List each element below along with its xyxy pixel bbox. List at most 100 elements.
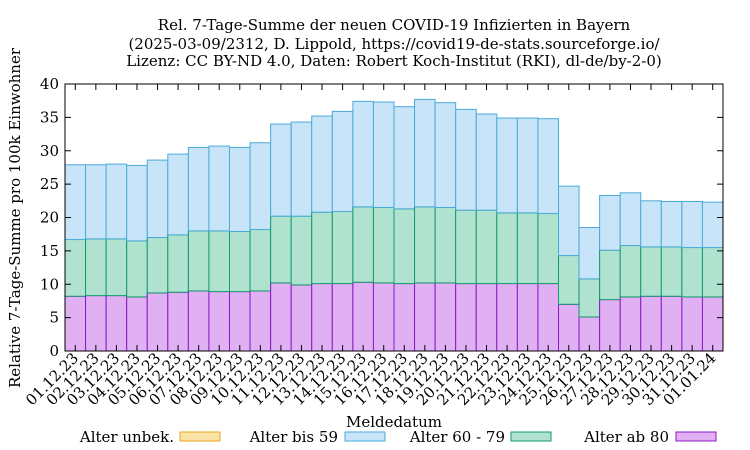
title-line-1: Rel. 7-Tage-Summe der neuen COVID-19 Inf…: [158, 16, 631, 34]
bar-alter-bis-59-28.12.23: [619, 192, 642, 247]
bar-alter-60-79-18.12.23: [414, 206, 436, 284]
y-tick-label: 15: [40, 242, 59, 260]
legend-label-alter-bis-59: Alter bis 59: [249, 428, 338, 446]
bar-alter-60-79-27.12.23: [599, 249, 621, 301]
legend-label-alter-60-79: Alter 60 - 79: [409, 428, 505, 446]
bar-alter-60-79-19.12.23: [434, 206, 457, 284]
y-tick-label: 40: [40, 75, 59, 93]
y-tick-label: 30: [40, 142, 59, 160]
bar-alter-ab-80-16.12.23: [372, 282, 395, 352]
bar-alter-60-79-02.12.23: [85, 238, 107, 297]
bar-alter-ab-80-24.12.23: [537, 283, 560, 352]
bar-alter-60-79-22.12.23: [496, 212, 518, 285]
bar-alter-60-79-16.12.23: [372, 206, 395, 284]
bar-alter-ab-80-01.01.24: [701, 296, 724, 352]
bar-alter-ab-80-20.12.23: [455, 283, 477, 352]
legend-label-alter-ab-80: Alter ab 80: [583, 428, 669, 446]
bar-alter-ab-80-17.12.23: [393, 283, 416, 352]
bar-alter-60-79-07.12.23: [187, 230, 210, 292]
bar-alter-bis-59-05.12.23: [146, 159, 169, 239]
bar-alter-ab-80-23.12.23: [516, 283, 539, 352]
y-tick-label: 10: [40, 275, 59, 293]
bar-alter-bis-59-06.12.23: [167, 153, 189, 236]
bar-alter-bis-59-12.12.23: [290, 121, 313, 217]
bar-alter-60-79-14.12.23: [331, 210, 354, 285]
bar-alter-ab-80-04.12.23: [126, 296, 148, 352]
bar-alter-60-79-31.12.23: [681, 247, 703, 298]
bar-alter-ab-80-11.12.23: [270, 282, 292, 352]
legend-swatch-alter-unbek: [179, 431, 221, 442]
bar-alter-bis-59-07.12.23: [187, 146, 210, 232]
bar-alter-bis-59-03.12.23: [105, 163, 128, 240]
bar-alter-60-79-25.12.23: [558, 255, 580, 305]
bars-layer: [64, 98, 724, 352]
bar-alter-60-79-28.12.23: [619, 245, 642, 298]
bar-alter-ab-80-08.12.23: [208, 291, 231, 352]
bar-alter-ab-80-06.12.23: [167, 291, 189, 352]
bar-alter-bis-59-09.12.23: [229, 146, 251, 233]
bar-alter-bis-59-02.12.23: [85, 164, 107, 240]
bar-alter-bis-59-11.12.23: [270, 123, 292, 217]
bar-alter-ab-80-02.12.23: [85, 295, 107, 352]
bar-alter-60-79-11.12.23: [270, 215, 292, 284]
bar-alter-ab-80-03.12.23: [105, 295, 128, 352]
bar-alter-bis-59-22.12.23: [496, 117, 518, 214]
bar-alter-ab-80-19.12.23: [434, 282, 457, 352]
bar-alter-bis-59-23.12.23: [516, 117, 539, 214]
bar-alter-60-79-17.12.23: [393, 208, 416, 285]
bar-alter-bis-59-24.12.23: [537, 118, 560, 214]
bar-alter-ab-80-13.12.23: [311, 283, 333, 352]
bar-alter-bis-59-29.12.23: [640, 200, 662, 248]
bar-alter-bis-59-17.12.23: [393, 106, 416, 210]
bar-alter-bis-59-13.12.23: [311, 115, 333, 213]
bar-alter-60-79-08.12.23: [208, 230, 231, 293]
bar-alter-ab-80-09.12.23: [229, 291, 251, 352]
bar-alter-bis-59-10.12.23: [249, 142, 272, 231]
bar-alter-bis-59-08.12.23: [208, 145, 231, 232]
y-tick-label: 25: [40, 175, 59, 193]
bar-alter-ab-80-01.12.23: [64, 295, 87, 352]
bar-alter-60-79-09.12.23: [229, 231, 251, 293]
bar-alter-60-79-01.12.23: [64, 239, 87, 297]
bar-alter-60-79-24.12.23: [537, 213, 560, 285]
bar-alter-ab-80-14.12.23: [331, 283, 354, 352]
bar-alter-60-79-23.12.23: [516, 212, 539, 285]
bar-alter-60-79-21.12.23: [475, 209, 498, 285]
bar-alter-ab-80-15.12.23: [352, 281, 374, 352]
legend-swatch-alter-bis-59: [344, 431, 386, 442]
title-line-3: Lizenz: CC BY-ND 4.0, Daten: Robert Koch…: [126, 52, 662, 70]
legend-label-alter-unbek: Alter unbek.: [79, 428, 174, 446]
x-axis-title: Meldedatum: [346, 413, 442, 431]
bar-alter-60-79-01.01.24: [701, 247, 724, 298]
bar-alter-60-79-03.12.23: [105, 238, 128, 297]
bar-alter-60-79-30.12.23: [660, 246, 683, 297]
axes: [64, 83, 724, 352]
bar-alter-60-79-04.12.23: [126, 240, 148, 298]
bar-alter-60-79-29.12.23: [640, 246, 662, 297]
bar-alter-ab-80-21.12.23: [475, 283, 498, 352]
bar-alter-bis-59-14.12.23: [331, 110, 354, 212]
bar-alter-60-79-12.12.23: [290, 215, 313, 286]
bar-alter-bis-59-15.12.23: [352, 100, 374, 208]
bar-alter-bis-59-18.12.23: [414, 98, 436, 208]
bar-alter-60-79-20.12.23: [455, 209, 477, 285]
bar-alter-bis-59-31.12.23: [681, 200, 703, 249]
bar-alter-60-79-26.12.23: [578, 278, 601, 318]
bar-alter-ab-80-18.12.23: [414, 282, 436, 352]
y-tick-label: 35: [40, 108, 59, 126]
y-tick-label: 20: [40, 209, 59, 227]
bar-alter-bis-59-21.12.23: [475, 113, 498, 211]
bar-alter-ab-80-30.12.23: [660, 295, 683, 352]
y-tick-labels: 0 5 10 15 20 25 30 35 40: [40, 75, 59, 360]
y-tick-label: 5: [49, 309, 59, 327]
bar-alter-bis-59-27.12.23: [599, 194, 621, 251]
bar-alter-bis-59-30.12.23: [660, 200, 683, 248]
bar-alter-ab-80-07.12.23: [187, 290, 210, 352]
y-tick-label: 0: [49, 342, 59, 360]
legend-swatch-alter-60-79: [510, 431, 552, 442]
bar-alter-60-79-05.12.23: [146, 237, 169, 294]
bar-alter-60-79-15.12.23: [352, 206, 374, 283]
x-tick-labels: 01.12.2302.12.2303.12.2304.12.2305.12.23…: [22, 349, 719, 409]
bar-alter-60-79-10.12.23: [249, 229, 272, 292]
